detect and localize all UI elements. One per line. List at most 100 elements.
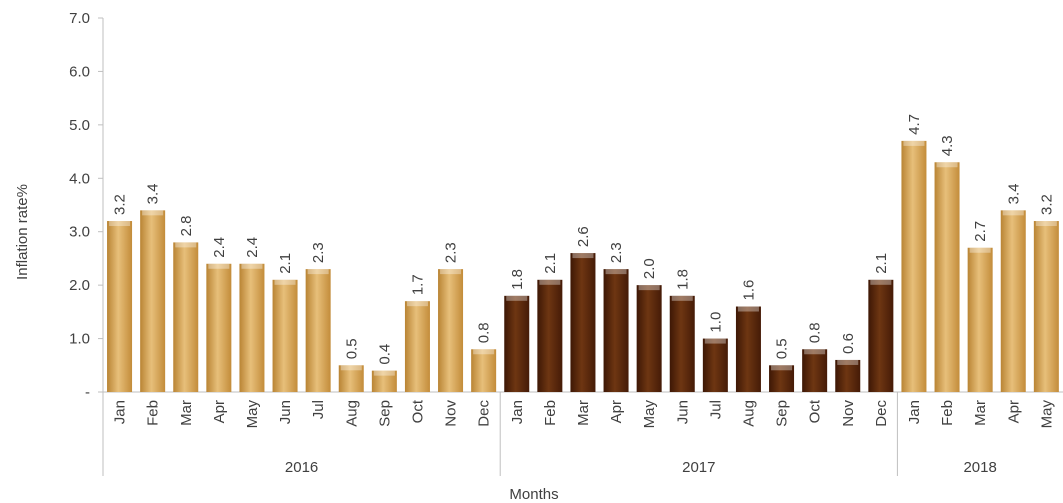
bar-highlight	[539, 279, 561, 285]
data-label: 1.0	[707, 312, 724, 333]
data-label: 4.3	[939, 135, 956, 156]
data-label: 2.1	[873, 253, 890, 274]
y-axis-ticks: - 1.0 2.0 3.0 4.0 5.0 6.0 7.0	[69, 10, 103, 401]
category-label: Aug	[740, 400, 757, 427]
category-label: Aug	[343, 400, 360, 427]
bar-2017-apr	[603, 269, 629, 392]
bar-highlight	[1002, 210, 1024, 216]
bar-highlight	[572, 253, 594, 259]
bar-highlight	[274, 279, 296, 285]
bar-2018-apr	[1000, 210, 1026, 392]
bar-2017-jun	[669, 295, 695, 392]
bar-highlight	[142, 210, 164, 216]
y-tick-label: 7.0	[69, 10, 90, 27]
year-label-2016: 2016	[285, 459, 318, 476]
bar-highlight	[1035, 221, 1057, 227]
category-label: May	[1038, 400, 1055, 429]
category-label: Oct	[409, 399, 426, 423]
bar-2017-oct	[802, 349, 828, 392]
data-labels: 3.2 3.4 2.8 2.4 2.4 2.1 2.3 0.5 0.4 1.7 2.3 0.8 1.8 2…	[112, 114, 1056, 365]
data-label: 2.4	[211, 237, 228, 258]
data-label: 2.8	[178, 216, 195, 237]
category-label: Apr	[211, 400, 228, 423]
bar-highlight	[605, 269, 627, 275]
bar-highlight	[903, 140, 925, 146]
category-label: Mar	[972, 400, 989, 426]
x-axis-title: Months	[509, 486, 558, 503]
bar-2017-mar	[570, 253, 596, 392]
bar-highlight	[737, 306, 759, 312]
data-label: 2.1	[542, 253, 559, 274]
data-label: 2.1	[277, 253, 294, 274]
category-label: Feb	[145, 400, 162, 426]
data-label: 0.5	[343, 338, 360, 359]
bar-2016-oct	[404, 301, 430, 392]
bar-highlight	[804, 349, 826, 355]
category-label: Nov	[840, 400, 857, 427]
category-label: Sep	[774, 400, 791, 427]
data-label: 3.4	[1005, 183, 1022, 204]
bar-highlight	[241, 263, 263, 269]
bar-highlight	[638, 285, 660, 291]
bar-2016-aug	[338, 365, 364, 392]
category-label: May	[641, 400, 658, 429]
bar-2018-feb	[934, 162, 960, 392]
category-label: Apr	[1005, 400, 1022, 423]
bar-highlight	[704, 338, 726, 344]
category-label: May	[244, 400, 261, 429]
data-label: 0.5	[774, 338, 791, 359]
data-label: 1.7	[409, 274, 426, 295]
bar-2016-may	[239, 263, 265, 392]
bar-2017-jul	[702, 338, 728, 392]
bar-2016-sep	[371, 370, 397, 392]
bar-2017-may	[636, 285, 662, 392]
category-label: Feb	[542, 400, 559, 426]
bar-highlight	[936, 162, 958, 168]
category-label: Jun	[277, 400, 294, 424]
category-label: Dec	[873, 400, 890, 427]
bar-highlight	[175, 242, 197, 248]
category-label: Jan	[112, 400, 129, 424]
bar-highlight	[307, 269, 329, 275]
category-label: Mar	[575, 400, 592, 426]
category-label: Jul	[310, 400, 327, 419]
bar-highlight	[506, 295, 528, 301]
category-label: Dec	[476, 400, 493, 427]
data-label: 4.7	[906, 114, 923, 135]
bar-2017-feb	[537, 279, 563, 392]
bar-2016-apr	[206, 263, 232, 392]
category-label: Nov	[443, 400, 460, 427]
category-label: Feb	[939, 400, 956, 426]
bar-2017-sep	[769, 365, 795, 392]
bar-highlight	[969, 247, 991, 253]
category-label: Apr	[608, 400, 625, 423]
bar-2017-jan	[504, 295, 530, 392]
bar-2016-nov	[438, 269, 464, 392]
category-labels: Jan Feb Mar Apr May Jun Jul Aug Sep Oct Nov Dec Jan F…	[112, 399, 1056, 428]
year-group-labels: 2016 2017 2018	[102, 392, 997, 476]
bar-2017-dec	[868, 279, 894, 392]
y-tick-label: 5.0	[69, 117, 90, 134]
category-label: Sep	[376, 400, 393, 427]
bar-highlight	[440, 269, 462, 275]
y-tick-label: 6.0	[69, 63, 90, 80]
bar-2016-mar	[173, 242, 199, 392]
data-label: 0.8	[807, 322, 824, 343]
bar-2018-mar	[967, 247, 993, 392]
data-label: 2.6	[575, 226, 592, 247]
data-label: 3.2	[1038, 194, 1055, 215]
data-label: 3.2	[112, 194, 129, 215]
y-tick-label: -	[85, 384, 90, 401]
data-label: 2.3	[443, 242, 460, 263]
category-label: Jul	[707, 400, 724, 419]
data-label: 2.3	[310, 242, 327, 263]
bar-highlight	[373, 370, 395, 376]
y-tick-label: 1.0	[69, 331, 90, 348]
data-label: 2.0	[641, 258, 658, 279]
year-label-2017: 2017	[682, 459, 715, 476]
data-label: 0.8	[476, 322, 493, 343]
bar-highlight	[473, 349, 495, 355]
bar-2016-dec	[471, 349, 497, 392]
category-label: Jun	[674, 400, 691, 424]
